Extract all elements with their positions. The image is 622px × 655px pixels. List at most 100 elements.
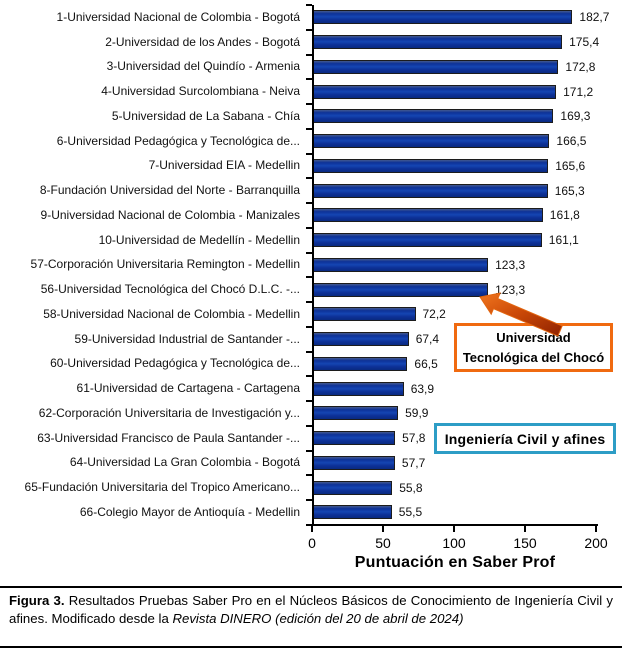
x-axis-tick [453, 526, 455, 532]
bar-track: 123,3 [313, 257, 526, 272]
bar [313, 455, 395, 470]
y-axis-tick [306, 28, 312, 31]
value-label: 165,6 [555, 158, 586, 173]
chart-row: 2-Universidad de los Andes - Bogotá 175,4 [0, 30, 622, 55]
chart-row: 4-Universidad Surcolombiana - Neiva 171,2 [0, 79, 622, 104]
category-label: 63-Universidad Francisco de Paula Santan… [37, 430, 300, 445]
value-label: 165,3 [554, 183, 585, 198]
category-label: 64-Universidad La Gran Colombia - Bogotá [69, 455, 300, 470]
category-label: 1-Universidad Nacional de Colombia - Bog… [56, 9, 300, 24]
caption-figure-label: Figura 3. [9, 593, 65, 608]
y-axis-tick [306, 226, 312, 229]
y-axis-tick [306, 202, 312, 204]
y-axis-line [312, 5, 314, 526]
value-label: 72,2 [422, 307, 446, 322]
category-box-label: Ingeniería Civil y afines [444, 430, 606, 447]
bar [313, 208, 543, 223]
category-box: Ingeniería Civil y afines [434, 423, 616, 454]
bar-track: 123,3 [313, 282, 526, 297]
y-axis-tick [306, 400, 312, 402]
category-label: 5-Universidad de La Sabana - Chía [111, 108, 300, 123]
value-label: 161,1 [548, 233, 579, 248]
y-axis-tick [306, 127, 312, 130]
category-label: 6-Universidad Pedagógica y Tecnológica d… [56, 133, 300, 148]
y-axis-tick [306, 325, 312, 328]
bar [313, 431, 396, 446]
value-label: 55,8 [399, 480, 423, 495]
x-axis-tick [524, 526, 526, 532]
x-axis-tick-label: 200 [584, 535, 608, 551]
y-axis-tick [306, 53, 312, 56]
caption-text: Resultados Pruebas Saber Pro en el Núcle… [9, 593, 613, 627]
y-axis-tick [306, 301, 312, 303]
chart-row: 9-Universidad Nacional de Colombia - Man… [0, 203, 622, 228]
value-label: 59,9 [405, 406, 429, 421]
chart-rows: 1-Universidad Nacional de Colombia - Bog… [0, 5, 622, 525]
y-axis-tick [306, 152, 312, 155]
bar-track: 171,2 [313, 84, 594, 99]
category-label: 61-Universidad de Cartagena - Cartagena [76, 381, 300, 396]
chart-row: 5-Universidad de La Sabana - Chía 169,3 [0, 104, 622, 129]
chart-row: 8-Fundación Universidad del Norte - Barr… [0, 178, 622, 203]
chart-row: 56-Universidad Tecnológica del Chocó D.L… [0, 277, 622, 302]
chart-row: 58-Universidad Nacional de Colombia - Me… [0, 302, 622, 327]
y-axis-tick [306, 350, 312, 353]
bar-track: 57,8 [313, 431, 425, 446]
x-axis-tick [595, 526, 597, 532]
value-label: 67,4 [415, 332, 440, 347]
category-label: 65-Fundación Universitaria del Tropico A… [24, 480, 300, 495]
bar [313, 282, 489, 297]
bar [313, 233, 542, 248]
category-label: 60-Universidad Pedagógica y Tecnológica … [50, 356, 300, 371]
bar [313, 35, 563, 50]
value-label: 123,3 [495, 257, 526, 272]
x-axis-tick [311, 526, 313, 532]
chart-row: 10-Universidad de Medellín - Medellin 161… [0, 228, 622, 253]
chart-row: 62-Corporación Universitaria de Investig… [0, 401, 622, 426]
chart-row: 63-Universidad Francisco de Paula Santan… [0, 426, 622, 451]
chart-row: 3-Universidad del Quindío - Armenia 172,8 [0, 55, 622, 80]
category-label: 58-Universidad Nacional de Colombia - Me… [43, 306, 300, 321]
x-axis-tick [382, 526, 384, 532]
callout-box: Universidad Tecnológica del Chocó [454, 323, 613, 372]
category-label: 62-Corporación Universitaria de Investig… [38, 405, 300, 420]
bar-track: 172,8 [313, 59, 595, 74]
category-label: 3-Universidad del Quindío - Armenia [106, 59, 300, 74]
chart-row: 64-Universidad La Gran Colombia - Bogotá… [0, 451, 622, 476]
bar-track: 67,4 [313, 332, 440, 347]
callout-line2: Tecnológica del Chocó [462, 349, 605, 365]
category-label: 59-Universidad Industrial de Santander -… [74, 331, 300, 346]
y-axis-tick [306, 499, 312, 501]
y-axis-tick [306, 78, 312, 81]
bar [313, 307, 416, 322]
category-label: 2-Universidad de los Andes - Bogotá [105, 34, 300, 49]
chart-row: 6-Universidad Pedagógica y Tecnológica d… [0, 129, 622, 154]
x-axis-tick-label: 50 [375, 535, 391, 551]
caption-source: Revista DINERO (edición del 20 de abril … [172, 611, 464, 627]
bar-track: 161,8 [313, 208, 580, 223]
y-axis-tick [306, 424, 312, 427]
y-axis-tick [306, 177, 312, 180]
bar-track: 169,3 [313, 109, 590, 124]
x-axis-title: Puntuación en Saber Prof [354, 554, 556, 571]
bar-track: 55,5 [313, 505, 422, 520]
bar-track: 66,5 [313, 356, 438, 371]
category-label: 57-Corporación Universitaria Remington -… [30, 257, 300, 272]
category-label: 8-Fundación Universidad del Norte - Barr… [39, 183, 300, 198]
bar [313, 505, 392, 520]
bar [313, 109, 554, 124]
y-axis-tick [306, 4, 312, 6]
bar-track: 57,7 [313, 455, 425, 470]
category-label: 66-Colegio Mayor de Antioquía - Medellin [79, 504, 300, 519]
chart-row: 60-Universidad Pedagógica y Tecnológica … [0, 352, 622, 377]
chart-row: 61-Universidad de Cartagena - Cartagena 6… [0, 376, 622, 401]
bar-track: 165,3 [313, 183, 585, 198]
bar-track: 182,7 [313, 10, 609, 25]
value-label: 171,2 [563, 84, 594, 99]
value-label: 123,3 [495, 282, 526, 297]
y-axis-tick [306, 103, 312, 105]
chart-row: 66-Colegio Mayor de Antioquía - Medellin… [0, 500, 622, 525]
value-label: 175,4 [569, 35, 600, 50]
bar [313, 59, 559, 74]
